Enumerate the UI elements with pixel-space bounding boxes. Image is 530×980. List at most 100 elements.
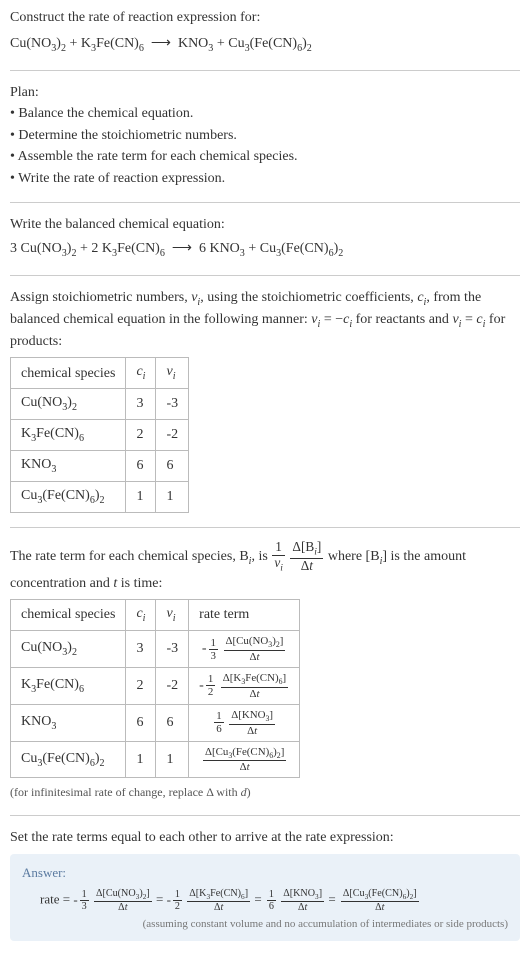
rate-body: Cu(NO3)2 3 -3 -13 Δ[Cu(NO3)2]Δt K3Fe(CN)… (11, 631, 300, 778)
cell-nui: 6 (156, 451, 189, 482)
sign: - (167, 892, 171, 907)
divider (10, 815, 520, 816)
cell-nui: 6 (156, 704, 189, 741)
cell-ci: 3 (126, 631, 156, 668)
table-row: Cu3(Fe(CN)6)2 1 1 (11, 482, 189, 513)
sign: - (73, 892, 77, 907)
cell-species: Cu(NO3)2 (11, 389, 126, 420)
sign: - (202, 641, 207, 656)
answer-term: -13 Δ[Cu(NO3)2]Δt (73, 892, 156, 907)
coef-frac: 13 (209, 637, 218, 662)
balanced-section: Write the balanced chemical equation: 3 … (10, 215, 520, 261)
answer-expression: rate = -13 Δ[Cu(NO3)2]Δt = -12 Δ[K3Fe(CN… (22, 888, 508, 913)
coef-frac: 1νi (272, 540, 285, 574)
cell-nui: -2 (156, 420, 189, 451)
intro-prompt: Construct the rate of reaction expressio… (10, 8, 520, 28)
divider (10, 275, 520, 276)
cell-ci: 1 (126, 741, 156, 778)
coef-frac: 16 (214, 710, 223, 735)
cell-rate-term: -13 Δ[Cu(NO3)2]Δt (189, 631, 300, 668)
cell-ci: 2 (126, 668, 156, 705)
cell-rate-term: Δ[Cu3(Fe(CN)6)2]Δt (189, 741, 300, 778)
answer-lead: rate = (40, 892, 73, 907)
cell-nui: 1 (156, 482, 189, 513)
cell-ci: 6 (126, 451, 156, 482)
plan-section: Plan: Balance the chemical equation. Det… (10, 83, 520, 189)
cell-rate-term: 16 Δ[KNO3]Δt (189, 704, 300, 741)
stoich-table: chemical species ci νi Cu(NO3)2 3 -3 K3F… (10, 357, 189, 513)
table-row: Cu(NO3)2 3 -3 -13 Δ[Cu(NO3)2]Δt (11, 631, 300, 668)
intro-reaction: Cu(NO3)2 + K3Fe(CN)6 ⟶ KNO3 + Cu3(Fe(CN)… (10, 34, 520, 56)
plan-item: Write the rate of reaction expression. (10, 169, 520, 189)
balanced-equation: 3 Cu(NO3)2 + 2 K3Fe(CN)6 ⟶ 6 KNO3 + Cu3(… (10, 239, 520, 261)
delta-frac: Δ[KNO3]Δt (229, 709, 275, 737)
cell-ci: 6 (126, 704, 156, 741)
assign-text: Assign stoichiometric numbers, νi, using… (10, 288, 520, 351)
answer-term: -12 Δ[K3Fe(CN)6]Δt (167, 892, 255, 907)
cell-species: K3Fe(CN)6 (11, 420, 126, 451)
col-species: chemical species (11, 600, 126, 631)
rate-intro-pre: The rate term for each chemical species,… (10, 549, 249, 564)
delta-frac: Δ[Cu(NO3)2]Δt (94, 888, 152, 913)
final-label: Set the rate terms equal to each other t… (10, 828, 520, 848)
cell-ci: 2 (126, 420, 156, 451)
table-row: Cu(NO3)2 3 -3 (11, 389, 189, 420)
col-nui: νi (156, 358, 189, 389)
rate-intro-mid: , is (251, 549, 271, 564)
cell-nui: -3 (156, 631, 189, 668)
cell-species: Cu3(Fe(CN)6)2 (11, 741, 126, 778)
rate-table: chemical species ci νi rate term Cu(NO3)… (10, 599, 300, 778)
cell-species: K3Fe(CN)6 (11, 668, 126, 705)
table-row: K3Fe(CN)6 2 -2 (11, 420, 189, 451)
table-row: K3Fe(CN)6 2 -2 -12 Δ[K3Fe(CN)6]Δt (11, 668, 300, 705)
col-rate: rate term (189, 600, 300, 631)
delta-frac: Δ[K3Fe(CN)6]Δt (221, 672, 288, 700)
col-ci: ci (126, 600, 156, 631)
sign: - (199, 678, 204, 693)
rate-term-section: The rate term for each chemical species,… (10, 540, 520, 801)
table-row: KNO3 6 6 (11, 451, 189, 482)
divider (10, 527, 520, 528)
table-row: KNO3 6 6 16 Δ[KNO3]Δt (11, 704, 300, 741)
table-header-row: chemical species ci νi rate term (11, 600, 300, 631)
answer-title: Answer: (22, 864, 508, 882)
cell-species: KNO3 (11, 704, 126, 741)
coef-frac: 13 (80, 889, 89, 912)
cell-ci: 1 (126, 482, 156, 513)
answer-box: Answer: rate = -13 Δ[Cu(NO3)2]Δt = -12 Δ… (10, 854, 520, 941)
table-row: Cu3(Fe(CN)6)2 1 1 Δ[Cu3(Fe(CN)6)2]Δt (11, 741, 300, 778)
coef-frac: 12 (206, 673, 215, 698)
answer-term: Δ[Cu3(Fe(CN)6)2]Δt (339, 892, 420, 907)
rate-intro: The rate term for each chemical species,… (10, 540, 520, 593)
delta-frac: Δ[Cu(NO3)2]Δt (224, 635, 286, 663)
plan-title: Plan: (10, 83, 520, 103)
col-ci: ci (126, 358, 156, 389)
plan-item: Assemble the rate term for each chemical… (10, 147, 520, 167)
cell-species: Cu3(Fe(CN)6)2 (11, 482, 126, 513)
answer-term: 16 Δ[KNO3]Δt (265, 892, 328, 907)
cell-ci: 3 (126, 389, 156, 420)
assign-section: Assign stoichiometric numbers, νi, using… (10, 288, 520, 513)
delta-frac: Δ[Cu3(Fe(CN)6)2]Δt (341, 888, 419, 913)
col-nui: νi (156, 600, 189, 631)
divider (10, 202, 520, 203)
delta-frac: Δ[K3Fe(CN)6]Δt (187, 888, 250, 913)
stoich-body: Cu(NO3)2 3 -3 K3Fe(CN)6 2 -2 KNO3 6 6 Cu… (11, 389, 189, 513)
cell-nui: -3 (156, 389, 189, 420)
col-species: chemical species (11, 358, 126, 389)
table-caption: (for infinitesimal rate of change, repla… (10, 784, 520, 801)
cell-species: KNO3 (11, 451, 126, 482)
table-header-row: chemical species ci νi (11, 358, 189, 389)
balanced-label: Write the balanced chemical equation: (10, 215, 520, 235)
delta-frac: Δ[Bi]Δt (290, 540, 323, 574)
delta-frac: Δ[KNO3]Δt (281, 888, 324, 913)
divider (10, 70, 520, 71)
plan-item: Balance the chemical equation. (10, 104, 520, 124)
plan-list: Balance the chemical equation. Determine… (10, 104, 520, 188)
intro-section: Construct the rate of reaction expressio… (10, 8, 520, 56)
coef-frac: 16 (267, 889, 276, 912)
answer-caption: (assuming constant volume and no accumul… (22, 917, 508, 932)
answer-terms: -13 Δ[Cu(NO3)2]Δt = -12 Δ[K3Fe(CN)6]Δt =… (73, 892, 419, 907)
cell-species: Cu(NO3)2 (11, 631, 126, 668)
coef-frac: 12 (173, 889, 182, 912)
